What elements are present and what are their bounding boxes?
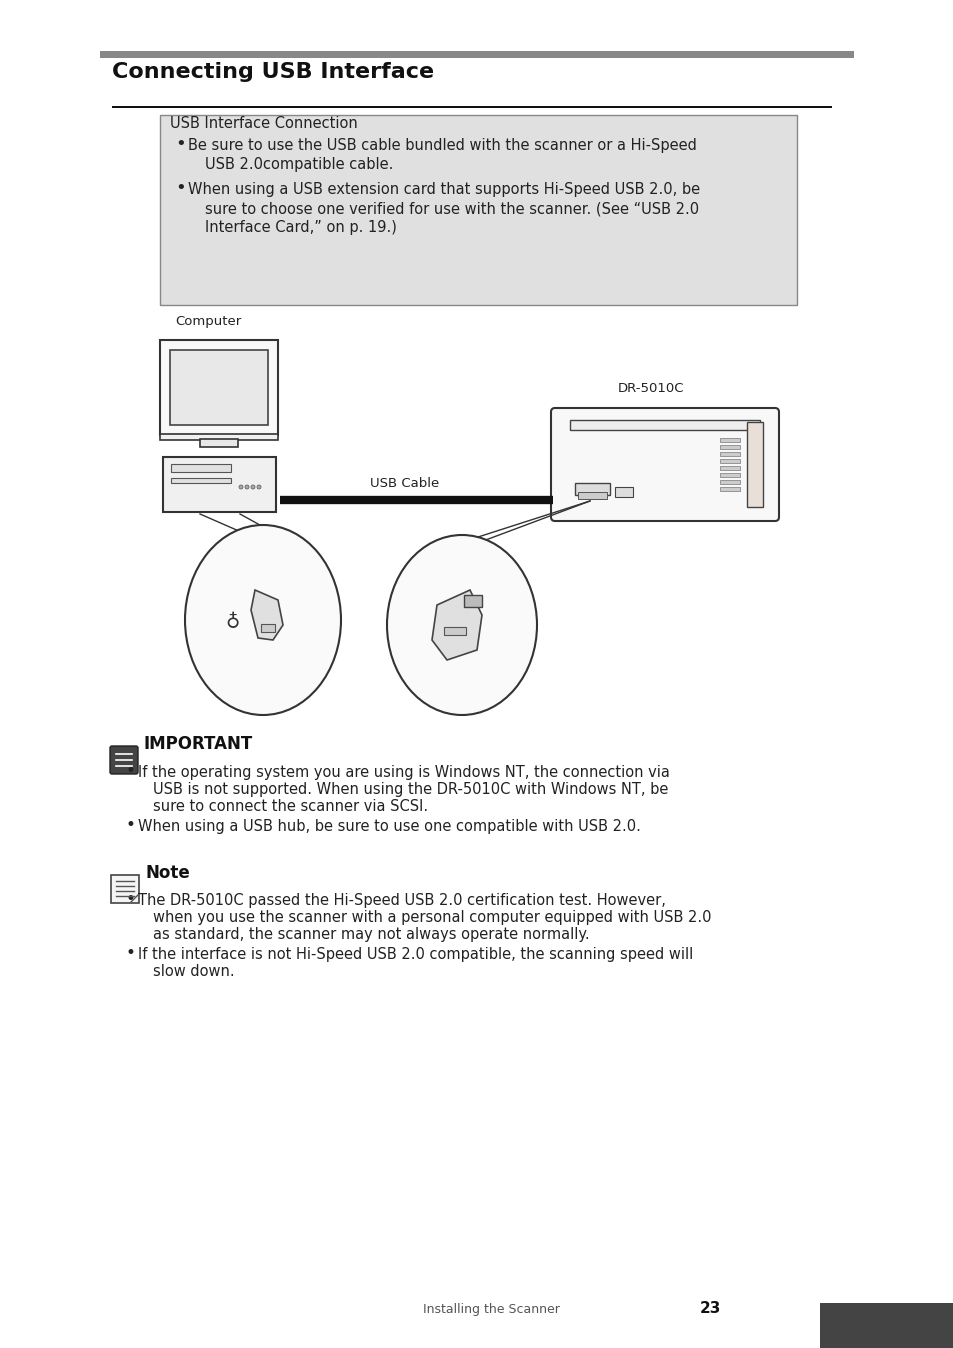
Text: DR-5010C: DR-5010C (618, 381, 684, 395)
Text: IMPORTANT: IMPORTANT (144, 735, 253, 754)
Text: The DR-5010C passed the Hi-Speed USB 2.0 certification test. However,: The DR-5010C passed the Hi-Speed USB 2.0… (138, 892, 665, 909)
Bar (720, 445, 740, 449)
Bar (261, 624, 274, 632)
Bar (720, 480, 740, 484)
Circle shape (245, 485, 249, 489)
Polygon shape (432, 590, 481, 661)
Bar (720, 452, 740, 456)
FancyBboxPatch shape (160, 340, 277, 435)
Text: •: • (126, 762, 135, 780)
Circle shape (251, 485, 254, 489)
Text: Computer: Computer (174, 315, 241, 328)
Bar (569, 421, 760, 430)
Text: USB 2.0compatible cable.: USB 2.0compatible cable. (205, 156, 393, 173)
Bar (171, 464, 231, 472)
Text: •: • (126, 944, 135, 962)
Text: USB Interface Connection: USB Interface Connection (170, 116, 357, 131)
Polygon shape (251, 590, 283, 640)
Text: sure to connect the scanner via SCSI.: sure to connect the scanner via SCSI. (152, 799, 428, 814)
Bar (575, 483, 609, 495)
Bar (160, 434, 277, 439)
Bar (160, 115, 796, 305)
Bar (463, 594, 481, 607)
Text: USB is not supported. When using the DR-5010C with Windows NT, be: USB is not supported. When using the DR-… (152, 782, 668, 797)
Text: •: • (126, 890, 135, 909)
Bar (443, 627, 465, 635)
Ellipse shape (185, 524, 340, 714)
FancyBboxPatch shape (163, 457, 275, 512)
Text: ♁: ♁ (225, 613, 239, 632)
Bar (170, 350, 268, 425)
Text: as standard, the scanner may not always operate normally.: as standard, the scanner may not always … (152, 927, 589, 942)
Text: Be sure to use the USB cable bundled with the scanner or a Hi-Speed: Be sure to use the USB cable bundled wit… (188, 137, 696, 154)
Bar (720, 460, 740, 462)
Text: Interface Card,” on p. 19.): Interface Card,” on p. 19.) (205, 220, 396, 235)
Bar (720, 487, 740, 491)
Ellipse shape (387, 535, 537, 714)
Text: When using a USB hub, be sure to use one compatible with USB 2.0.: When using a USB hub, be sure to use one… (138, 820, 640, 834)
Bar (200, 439, 237, 448)
Text: •: • (174, 135, 186, 154)
Circle shape (239, 485, 243, 489)
FancyBboxPatch shape (551, 408, 779, 520)
Text: If the interface is not Hi-Speed USB 2.0 compatible, the scanning speed will: If the interface is not Hi-Speed USB 2.0… (138, 948, 693, 962)
Circle shape (256, 485, 261, 489)
Text: Note: Note (146, 864, 191, 882)
Text: 23: 23 (700, 1301, 720, 1316)
Bar (746, 422, 762, 507)
Text: USB Cable: USB Cable (370, 477, 438, 491)
Text: sure to choose one verified for use with the scanner. (See “USB 2.0: sure to choose one verified for use with… (205, 201, 699, 216)
Text: when you use the scanner with a personal computer equipped with USB 2.0: when you use the scanner with a personal… (152, 910, 711, 925)
Bar (100, 51, 853, 58)
Bar (112, 106, 831, 108)
Text: Connecting USB Interface: Connecting USB Interface (112, 62, 434, 82)
FancyBboxPatch shape (111, 875, 139, 903)
FancyBboxPatch shape (110, 745, 138, 774)
Bar (720, 473, 740, 477)
Text: •: • (174, 179, 186, 197)
Bar (720, 466, 740, 470)
Text: slow down.: slow down. (152, 964, 234, 979)
Bar (820, 1304, 953, 1348)
Bar (615, 487, 633, 497)
Text: When using a USB extension card that supports Hi-Speed USB 2.0, be: When using a USB extension card that sup… (188, 182, 700, 197)
Text: Installing the Scanner: Installing the Scanner (423, 1304, 559, 1316)
Bar (171, 479, 231, 483)
Text: •: • (126, 816, 135, 834)
Bar (578, 492, 606, 499)
Bar (720, 438, 740, 442)
Text: If the operating system you are using is Windows NT, the connection via: If the operating system you are using is… (138, 766, 669, 780)
